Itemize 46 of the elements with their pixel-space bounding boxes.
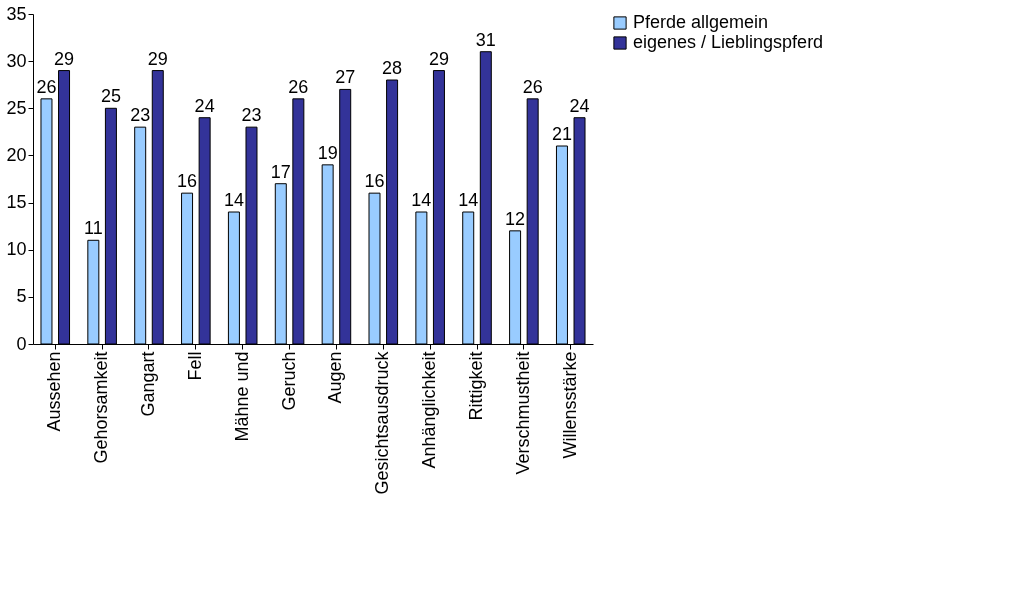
x-tick-label: Anhänglichkeit xyxy=(419,351,440,469)
x-tick-label: Geruch xyxy=(278,351,299,411)
y-tick-label: 15 xyxy=(6,192,27,213)
data-label: 14 xyxy=(458,190,479,210)
y-tick-label: 20 xyxy=(6,144,27,165)
x-tick-label: Gehorsamkeit xyxy=(91,351,112,464)
data-label: 29 xyxy=(428,48,449,69)
x-tick-label: Gangart xyxy=(137,351,158,417)
x-tick-label: Gesichtsausdruck xyxy=(372,350,393,495)
x-tick-label: Verschmustheit xyxy=(512,351,533,475)
data-label: 16 xyxy=(364,171,385,192)
x-tick-label: Fell xyxy=(184,351,205,381)
data-label: 23 xyxy=(241,105,262,126)
data-label: 21 xyxy=(551,124,572,144)
data-label: 29 xyxy=(147,48,168,69)
x-tick-label: Mähne und xyxy=(231,351,252,442)
data-label: 12 xyxy=(505,208,526,229)
data-label: 29 xyxy=(54,48,75,69)
data-label: 14 xyxy=(223,190,244,210)
x-tick-label: Rittigkeit xyxy=(466,351,487,421)
data-label: 26 xyxy=(36,76,57,97)
y-tick-label: 5 xyxy=(16,286,27,307)
data-label: 26 xyxy=(288,76,309,97)
y-tick-label: 0 xyxy=(16,333,27,354)
y-tick-label: 35 xyxy=(6,3,27,24)
data-label: 31 xyxy=(475,29,496,50)
data-label: 19 xyxy=(317,142,338,163)
data-label: 28 xyxy=(382,58,403,78)
data-label: 23 xyxy=(130,105,151,126)
x-tick-label: Augen xyxy=(325,351,346,404)
data-label: 27 xyxy=(335,67,356,88)
x-tick-label: Aussehen xyxy=(44,351,65,432)
y-tick-label: 25 xyxy=(6,97,27,118)
y-tick-label: 10 xyxy=(6,239,27,260)
data-label: 26 xyxy=(522,76,543,97)
legend-label: Pferde allgemein xyxy=(633,12,769,32)
x-tick-label: Willensstärke xyxy=(559,351,580,459)
legend-label: eigenes / Lieblingspferd xyxy=(633,32,824,52)
data-label: 25 xyxy=(100,86,121,107)
data-label: 16 xyxy=(177,171,198,192)
data-label: 14 xyxy=(411,190,432,210)
data-label: 24 xyxy=(194,95,215,116)
data-label: 17 xyxy=(270,161,291,182)
data-label: 24 xyxy=(569,95,590,116)
y-tick-label: 30 xyxy=(6,50,27,71)
data-label: 11 xyxy=(83,218,103,239)
